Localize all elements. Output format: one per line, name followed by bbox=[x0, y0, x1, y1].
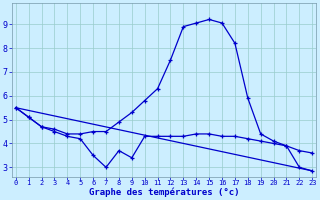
X-axis label: Graphe des températures (°c): Graphe des températures (°c) bbox=[89, 188, 239, 197]
